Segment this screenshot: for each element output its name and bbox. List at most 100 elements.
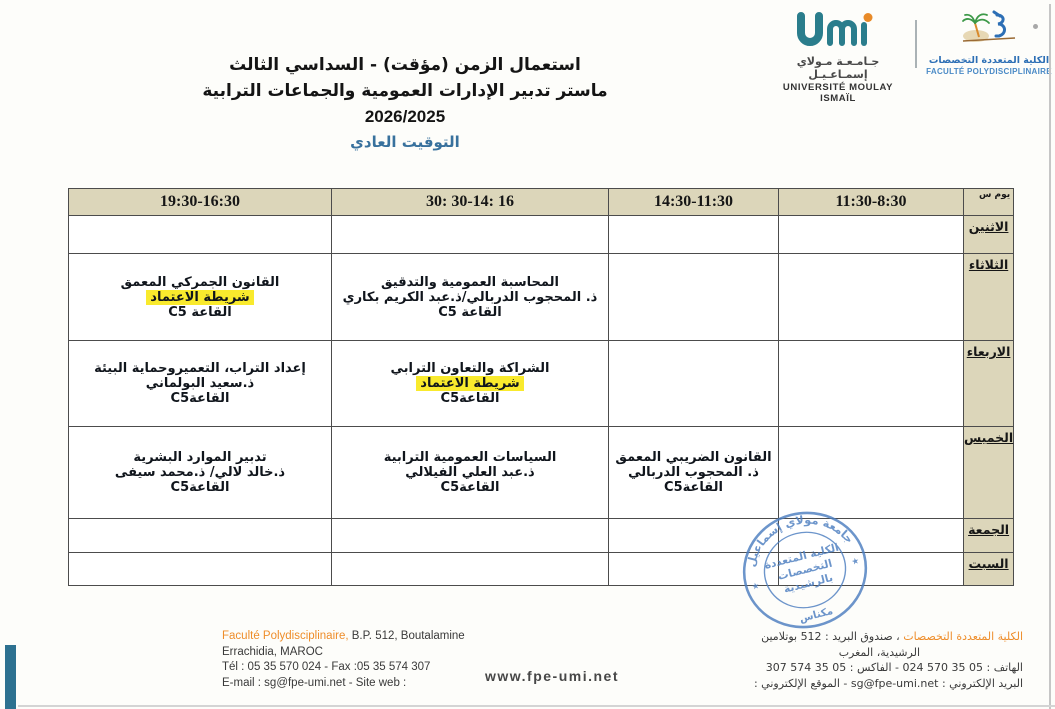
footer-accent-text: Faculté Polydisciplinaire,: [222, 630, 349, 642]
footer-left-block: Faculté Polydisciplinaire, B.P. 512, Bou…: [222, 629, 542, 691]
schedule-cell: المحاسبة العمومية والتدقيق ذ. المحجوب الد…: [331, 253, 609, 341]
day-cell: الخميس: [962, 426, 1015, 519]
scan-speck: [1033, 24, 1038, 29]
palm-tree-icon: [962, 10, 1016, 42]
cell-text: إعداد التراب، التعميروحماية البيئة: [94, 361, 306, 376]
title-master-program: ماستر تدبير الإدارات العمومية والجماعات …: [202, 81, 608, 101]
umi-latin-name: UNIVERSITÉ MOULAY ISMAÏL: [782, 82, 894, 104]
cell-text: القاعة C5: [168, 304, 232, 320]
day-cell: السبت: [962, 552, 1015, 586]
empty-schedule-cell: [778, 215, 964, 254]
empty-schedule-cell: [331, 215, 609, 254]
cell-text: السياسات العمومية الترابية: [383, 450, 557, 465]
day-cell: الاربعاء: [962, 340, 1015, 427]
footer-text: B.P. 512, Boutalamine: [348, 630, 465, 642]
footer-line: البريد الإلكتروني : sg@fpe-umi.net - الم…: [623, 676, 1023, 692]
schedule-cell-line: تدبير الموارد البشرية: [71, 450, 329, 465]
day-label: السبت: [968, 556, 1009, 571]
footer-line: الكلية المتعددة التخصصات ، صندوق البريد …: [623, 629, 1023, 645]
empty-schedule-cell: [608, 340, 779, 427]
stamp-star-right: ★: [851, 556, 861, 568]
time-column-header: 19:30-16:30: [68, 188, 332, 216]
title-semester: استعمال الزمن (مؤقت) - السداسي الثالث: [229, 55, 581, 75]
schedule-cell-line: ذ.سعيد البولماني: [71, 376, 329, 391]
cell-text: ذ.خالد لالي/ ذ.محمد سيفى: [114, 465, 286, 480]
timetable-corner-cell: يوم س: [962, 188, 1015, 216]
timetable-row: الثلاثاء المحاسبة العمومية والتدقيق ذ. الم…: [68, 253, 1015, 341]
footer-line: Tél : 05 35 570 024 - Fax :05 35 574 307: [222, 660, 542, 676]
empty-schedule-cell: [608, 552, 779, 586]
schedule-cell-line: ذ. المحجوب الدربالي/ذ.عبد الكريم بكاري: [334, 290, 606, 305]
schedule-cell-line: القاعة C5: [334, 305, 606, 320]
cell-text: القانون الضريبي المعمق: [615, 450, 772, 465]
day-label: الخميس: [964, 430, 1014, 445]
schedule-cell-line: ذ.خالد لالي/ ذ.محمد سيفى: [71, 465, 329, 480]
day-label: الاثنين: [968, 219, 1009, 234]
logo-divider: [915, 20, 917, 68]
schedule-cell: تدبير الموارد البشرية ذ.خالد لالي/ ذ.محمد…: [68, 426, 332, 519]
day-label: الجمعة: [968, 522, 1010, 537]
cell-text: القاعةC5: [170, 480, 230, 495]
empty-schedule-cell: [68, 552, 332, 586]
footer-right-block: الكلية المتعددة التخصصات ، صندوق البريد …: [623, 629, 1023, 691]
footer-text: ، صندوق البريد : 512 بوتلامين: [761, 630, 904, 643]
title-timing-mode: التوقيت العادي: [350, 133, 460, 151]
footer-accent-text: الكلية المتعددة التخصصات: [903, 630, 1023, 643]
schedule-cell-line: القاعةC5: [71, 480, 329, 495]
schedule-cell-line: الشراكة والتعاون الترابي: [334, 361, 606, 376]
timetable-row: الخميس القانون الضريبي المعمق ذ. المحجوب ا…: [68, 426, 1015, 519]
timetable-row: السبت: [68, 552, 1015, 586]
schedule-cell-line: السياسات العمومية الترابية: [334, 450, 606, 465]
cell-text: القاعةC5: [440, 480, 500, 495]
time-column-header: 14:30-11:30: [608, 188, 779, 216]
timetable: يوم س 11:30-8:30 14:30-11:30 16 :30-14 :30 1…: [68, 188, 1015, 586]
schedule-cell-line: القانون الجمركي المعمق: [71, 275, 329, 290]
footer-text: الهاتف : 05 35 570 024 - الفاكس : 05 35 …: [765, 661, 1023, 674]
footer-line: Faculté Polydisciplinaire, B.P. 512, Bou…: [222, 629, 542, 645]
schedule-cell-line: شريطة الاعتماد: [334, 376, 606, 391]
cell-text: ذ. المحجوب الدربالي: [628, 465, 759, 480]
schedule-cell-line: القاعةC5: [71, 391, 329, 406]
timetable-row: الاثنين: [68, 215, 1015, 254]
footer-line: Errachidia, MAROC: [222, 645, 542, 661]
schedule-cell-line: شريطة الاعتماد: [71, 289, 329, 305]
schedule-cell: السياسات العمومية الترابية ذ.عبد العلي ال…: [331, 426, 609, 519]
title-academic-year: 2026/2025: [364, 107, 446, 126]
empty-schedule-cell: [778, 253, 964, 341]
empty-schedule-cell: [331, 552, 609, 586]
page-edge-accent-bar: [5, 645, 16, 709]
stamp-star-left: ★: [751, 581, 761, 593]
cell-text: المحاسبة العمومية والتدقيق: [381, 274, 559, 290]
cell-text: ذ. المحجوب الدربالي/ذ.عبد الكريم بكاري: [342, 289, 598, 305]
schedule-cell-line: القانون الضريبي المعمق: [611, 450, 776, 465]
empty-schedule-cell: [778, 340, 964, 427]
footer-text: البريد الإلكتروني : sg@fpe-umi.net - الم…: [753, 676, 1023, 690]
cell-text: القانون الجمركي المعمق: [120, 274, 280, 290]
day-cell: الجمعة: [962, 518, 1015, 553]
highlighted-note: شريطة الاعتماد: [146, 289, 254, 305]
footer-text: الرشيدية، المغرب: [838, 645, 920, 659]
empty-schedule-cell: [778, 552, 964, 586]
cell-text: القاعةC5: [440, 391, 500, 406]
highlighted-note: شريطة الاعتماد: [416, 376, 524, 391]
footer-line: الرشيدية، المغرب: [623, 645, 1023, 661]
footer-text: Errachidia, MAROC: [222, 645, 323, 658]
day-label: الاربعاء: [966, 344, 1011, 359]
cell-text: ذ.سعيد البولماني: [145, 376, 255, 391]
day-cell: الثلاثاء: [962, 253, 1015, 341]
empty-schedule-cell: [68, 518, 332, 553]
faculty-logo: الكلية المتعددة التخصصات FACULTÉ POLYDIS…: [926, 10, 1052, 76]
schedule-cell: إعداد التراب، التعميروحماية البيئة ذ.سعيد…: [68, 340, 332, 427]
schedule-cell-line: القاعةC5: [334, 391, 606, 406]
faculty-arabic-name: الكلية المتعددة التخصصات: [928, 55, 1050, 66]
cell-text: القاعةC5: [664, 480, 723, 495]
footer-website: www.fpe-umi.net: [485, 668, 619, 684]
footer-line: E-mail : sg@fpe-umi.net - Site web :: [222, 676, 542, 692]
timetable-row: الاربعاء الشراكة والتعاون الترابي شريطة ال…: [68, 340, 1015, 427]
schedule-cell-line: ذ. المحجوب الدربالي: [611, 465, 776, 480]
schedule-cell-line: القاعةC5: [611, 480, 776, 495]
footer-line: الهاتف : 05 35 570 024 - الفاكس : 05 35 …: [623, 660, 1023, 676]
cell-text: ذ.عبد العلي الفيلالي: [405, 465, 535, 480]
schedule-cell-line: القاعةC5: [334, 480, 606, 495]
empty-schedule-cell: [68, 215, 332, 254]
